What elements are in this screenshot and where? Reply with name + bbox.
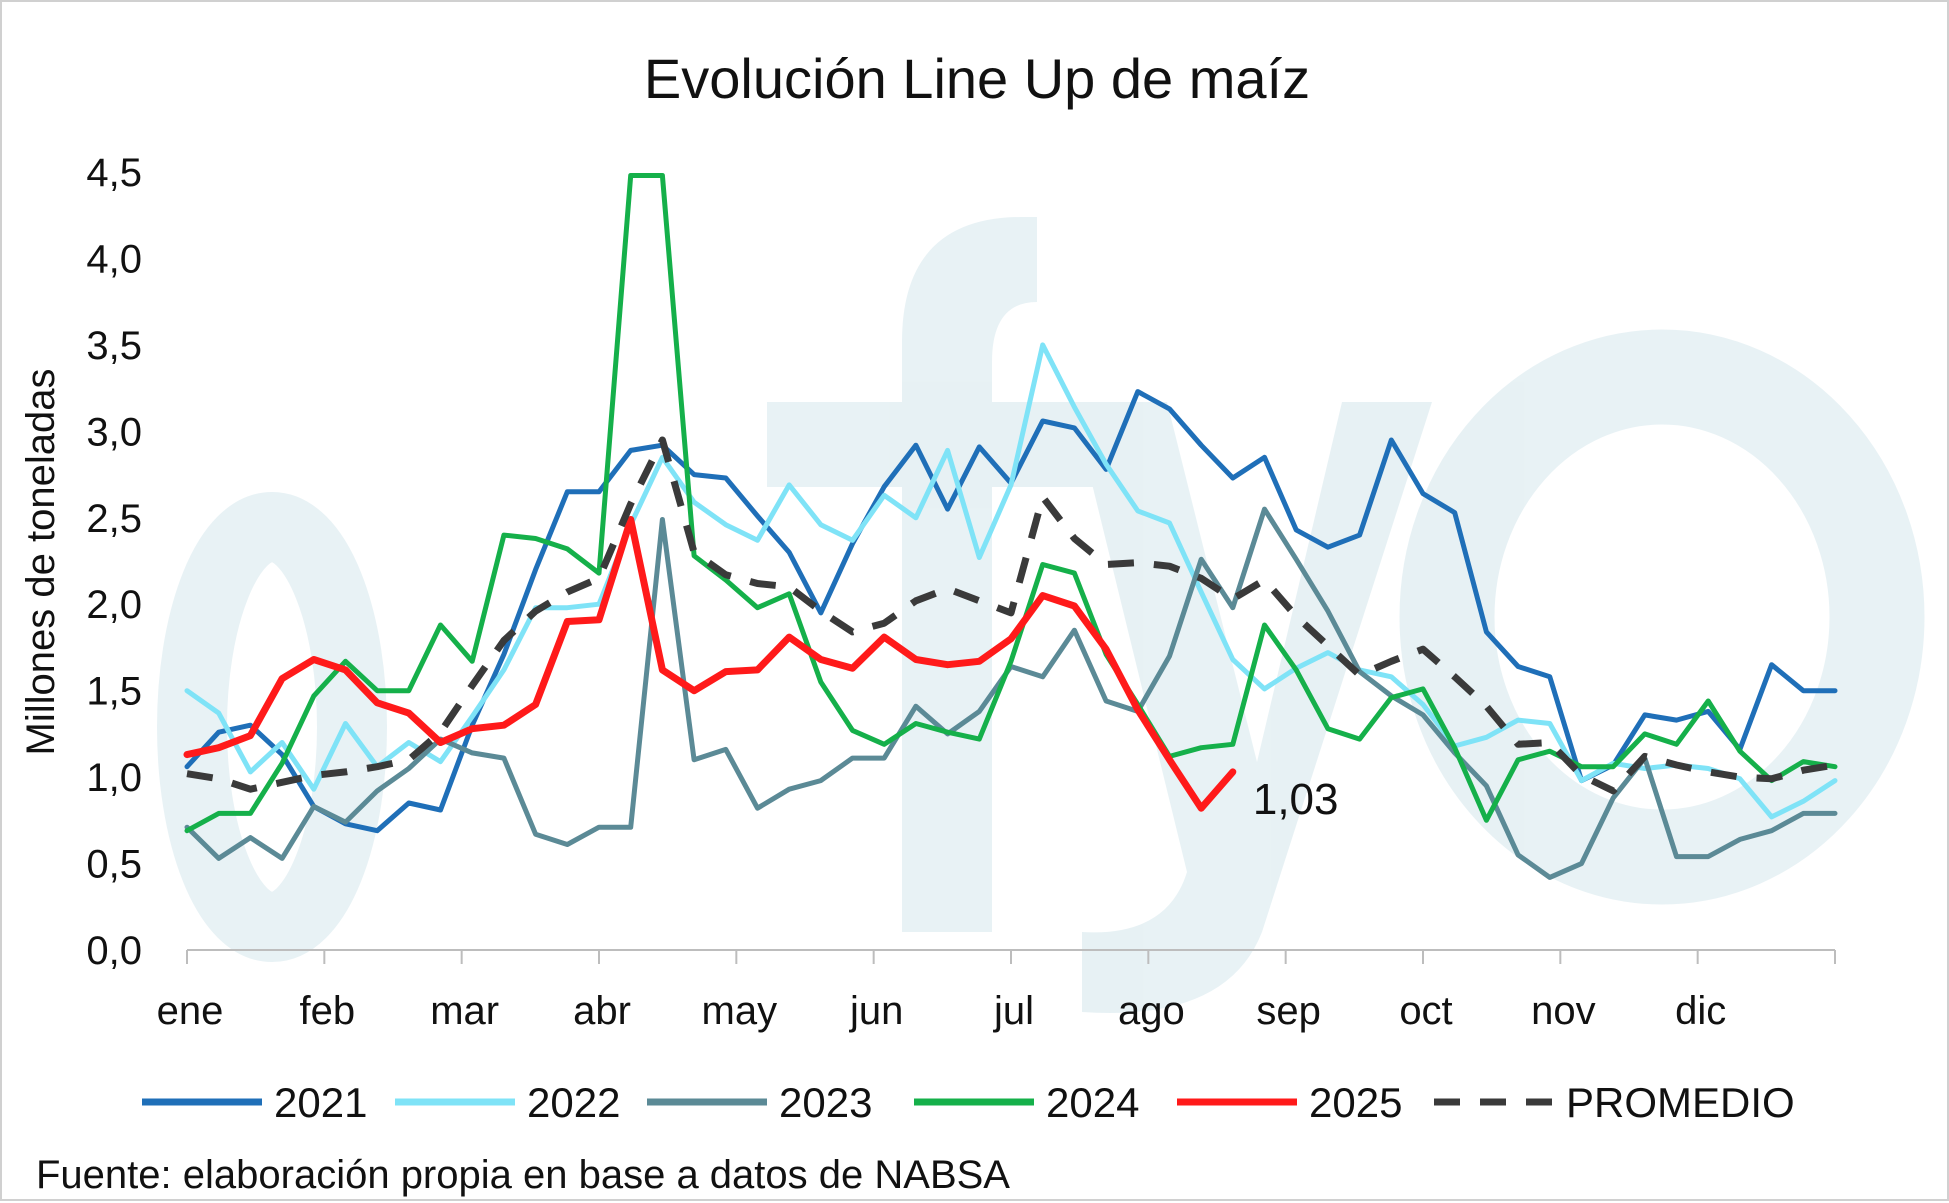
legend-label-promedio: PROMEDIO	[1566, 1079, 1795, 1126]
y-tick-label: 3,0	[86, 410, 142, 454]
x-tick-label-dic: dic	[1675, 989, 1726, 1033]
y-tick-label: 2,0	[86, 583, 142, 627]
x-tick-label-may: may	[702, 989, 778, 1033]
series-lines	[183, 173, 1838, 880]
y-tick-label: 1,5	[86, 670, 142, 714]
y-tick-label: 3,5	[86, 324, 142, 368]
y-tick-label: 2,5	[86, 497, 142, 541]
y-tick-label: 1,0	[86, 756, 142, 800]
x-axis: ene feb mar abr may jun jul ago sep oct nov dic	[157, 949, 1836, 1033]
x-tick-label-feb: feb	[300, 989, 356, 1033]
series-line-promedio	[186, 436, 1836, 795]
legend: 2021 2022 2023 2024 2025 PROMEDIO	[142, 1079, 1795, 1126]
legend-label-2024: 2024	[1046, 1079, 1139, 1126]
legend-label-2025: 2025	[1309, 1079, 1402, 1126]
x-tick-label-jul: jul	[993, 989, 1034, 1033]
legend-label-2023: 2023	[779, 1079, 872, 1126]
y-tick-label: 0,5	[86, 843, 142, 887]
series-line-2025	[183, 516, 1237, 812]
y-tick-label: 4,0	[86, 237, 142, 281]
x-tick-label-abr: abr	[573, 989, 631, 1033]
legend-label-2021: 2021	[274, 1079, 367, 1126]
y-tick-label: 4,5	[86, 151, 142, 195]
y-axis-ticks: 0,0 0,5 1,0 1,5 2,0 2,5 3,0 3,5 4,0 4,5	[86, 151, 142, 973]
watermark-logo	[157, 217, 1925, 1013]
x-tick-label-oct: oct	[1399, 989, 1452, 1033]
chart-title: Evolución Line Up de maíz	[644, 47, 1310, 110]
end-value-label-2025: 1,03	[1253, 775, 1339, 824]
x-tick-label-sep: sep	[1256, 989, 1321, 1033]
legend-label-2022: 2022	[527, 1079, 620, 1126]
x-tick-label-mar: mar	[430, 989, 499, 1033]
source-note: Fuente: elaboración propia en base a dat…	[36, 1153, 1010, 1197]
y-axis-label: Millones de toneladas	[19, 369, 63, 756]
x-tick-label-jun: jun	[849, 989, 903, 1033]
x-tick-label-ago: ago	[1118, 989, 1185, 1033]
y-tick-label: 0,0	[86, 929, 142, 973]
x-tick-label-nov: nov	[1531, 989, 1596, 1033]
x-tick-label-ene: ene	[157, 989, 224, 1033]
